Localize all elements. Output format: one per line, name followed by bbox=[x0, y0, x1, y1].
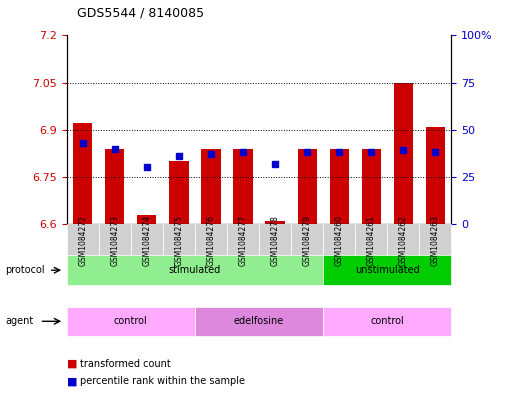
Text: GSM1084273: GSM1084273 bbox=[110, 215, 120, 266]
Text: stimulated: stimulated bbox=[169, 265, 221, 275]
Text: GSM1084274: GSM1084274 bbox=[142, 215, 151, 266]
Text: percentile rank within the sample: percentile rank within the sample bbox=[80, 376, 245, 386]
Text: edelfosine: edelfosine bbox=[234, 316, 284, 326]
Text: GSM1084272: GSM1084272 bbox=[78, 215, 87, 266]
Bar bbox=[137, 215, 156, 224]
Bar bbox=[393, 83, 413, 224]
Text: GSM1084260: GSM1084260 bbox=[334, 215, 344, 266]
Text: GSM1084276: GSM1084276 bbox=[206, 215, 215, 266]
Text: GSM1084277: GSM1084277 bbox=[239, 215, 248, 266]
Bar bbox=[169, 161, 189, 224]
Bar bbox=[105, 149, 124, 224]
Bar bbox=[233, 149, 252, 224]
Text: agent: agent bbox=[5, 316, 33, 326]
Text: GSM1084263: GSM1084263 bbox=[431, 215, 440, 266]
Text: GSM1084261: GSM1084261 bbox=[367, 215, 376, 266]
Bar bbox=[201, 149, 221, 224]
Text: protocol: protocol bbox=[5, 265, 45, 275]
Text: transformed count: transformed count bbox=[80, 358, 170, 369]
Text: GSM1084279: GSM1084279 bbox=[303, 215, 312, 266]
Text: GSM1084275: GSM1084275 bbox=[174, 215, 184, 266]
Bar bbox=[362, 149, 381, 224]
Bar bbox=[73, 123, 92, 224]
Text: ■: ■ bbox=[67, 358, 77, 369]
Bar bbox=[265, 221, 285, 224]
Text: GDS5544 / 8140085: GDS5544 / 8140085 bbox=[77, 7, 204, 20]
Text: control: control bbox=[114, 316, 148, 326]
Text: ■: ■ bbox=[67, 376, 77, 386]
Text: unstimulated: unstimulated bbox=[355, 265, 420, 275]
Text: GSM1084262: GSM1084262 bbox=[399, 215, 408, 266]
Bar bbox=[298, 149, 317, 224]
Text: GSM1084278: GSM1084278 bbox=[270, 215, 280, 266]
Bar bbox=[426, 127, 445, 224]
Bar bbox=[329, 149, 349, 224]
Text: control: control bbox=[370, 316, 404, 326]
